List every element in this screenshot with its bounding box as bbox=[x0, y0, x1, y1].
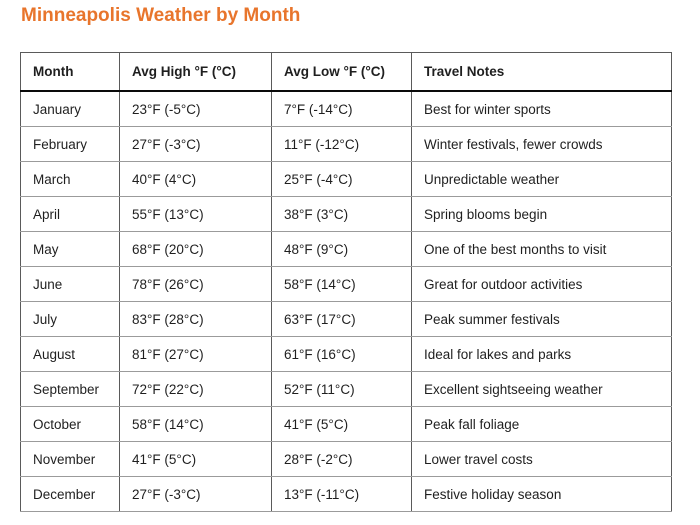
cell-travel-notes: Excellent sightseeing weather bbox=[411, 371, 672, 407]
cell-month: October bbox=[20, 406, 120, 442]
cell-avg-high: 41°F (5°C) bbox=[119, 441, 272, 477]
cell-travel-notes: Peak fall foliage bbox=[411, 406, 672, 442]
cell-avg-high: 72°F (22°C) bbox=[119, 371, 272, 407]
cell-avg-low: 25°F (-4°C) bbox=[271, 161, 412, 197]
cell-travel-notes: Ideal for lakes and parks bbox=[411, 336, 672, 372]
cell-travel-notes: Peak summer festivals bbox=[411, 301, 672, 337]
cell-travel-notes: One of the best months to visit bbox=[411, 231, 672, 267]
table-row: December 27°F (-3°C) 13°F (-11°C) Festiv… bbox=[20, 476, 672, 512]
cell-travel-notes: Great for outdoor activities bbox=[411, 266, 672, 302]
cell-month: September bbox=[20, 371, 120, 407]
cell-avg-high: 78°F (26°C) bbox=[119, 266, 272, 302]
page-title: Minneapolis Weather by Month bbox=[21, 5, 301, 26]
cell-avg-low: 61°F (16°C) bbox=[271, 336, 412, 372]
table-row: March 40°F (4°C) 25°F (-4°C) Unpredictab… bbox=[20, 161, 672, 197]
weather-table: Month Avg High °F (°C) Avg Low °F (°C) T… bbox=[20, 52, 672, 512]
cell-avg-low: 63°F (17°C) bbox=[271, 301, 412, 337]
cell-avg-low: 28°F (-2°C) bbox=[271, 441, 412, 477]
cell-month: December bbox=[20, 476, 120, 512]
cell-avg-high: 55°F (13°C) bbox=[119, 196, 272, 232]
column-header-travel-notes: Travel Notes bbox=[411, 52, 672, 92]
cell-month: November bbox=[20, 441, 120, 477]
cell-avg-low: 38°F (3°C) bbox=[271, 196, 412, 232]
table-row: September 72°F (22°C) 52°F (11°C) Excell… bbox=[20, 371, 672, 407]
cell-avg-high: 23°F (-5°C) bbox=[119, 90, 272, 127]
cell-month: April bbox=[20, 196, 120, 232]
cell-avg-high: 68°F (20°C) bbox=[119, 231, 272, 267]
table-row: August 81°F (27°C) 61°F (16°C) Ideal for… bbox=[20, 336, 672, 372]
table-row: May 68°F (20°C) 48°F (9°C) One of the be… bbox=[20, 231, 672, 267]
cell-travel-notes: Unpredictable weather bbox=[411, 161, 672, 197]
column-header-avg-high: Avg High °F (°C) bbox=[119, 52, 272, 92]
cell-avg-high: 81°F (27°C) bbox=[119, 336, 272, 372]
cell-avg-low: 7°F (-14°C) bbox=[271, 90, 412, 127]
cell-avg-high: 27°F (-3°C) bbox=[119, 476, 272, 512]
column-header-month: Month bbox=[20, 52, 120, 92]
cell-month: May bbox=[20, 231, 120, 267]
cell-month: August bbox=[20, 336, 120, 372]
cell-travel-notes: Winter festivals, fewer crowds bbox=[411, 126, 672, 162]
cell-travel-notes: Lower travel costs bbox=[411, 441, 672, 477]
table-header-row: Month Avg High °F (°C) Avg Low °F (°C) T… bbox=[20, 52, 672, 92]
cell-avg-high: 58°F (14°C) bbox=[119, 406, 272, 442]
cell-travel-notes: Festive holiday season bbox=[411, 476, 672, 512]
cell-avg-low: 48°F (9°C) bbox=[271, 231, 412, 267]
cell-avg-high: 40°F (4°C) bbox=[119, 161, 272, 197]
column-header-avg-low: Avg Low °F (°C) bbox=[271, 52, 412, 92]
table-row: February 27°F (-3°C) 11°F (-12°C) Winter… bbox=[20, 126, 672, 162]
cell-avg-low: 41°F (5°C) bbox=[271, 406, 412, 442]
table-row: April 55°F (13°C) 38°F (3°C) Spring bloo… bbox=[20, 196, 672, 232]
table-row: October 58°F (14°C) 41°F (5°C) Peak fall… bbox=[20, 406, 672, 442]
cell-month: July bbox=[20, 301, 120, 337]
cell-travel-notes: Best for winter sports bbox=[411, 90, 672, 127]
cell-month: March bbox=[20, 161, 120, 197]
table-row: July 83°F (28°C) 63°F (17°C) Peak summer… bbox=[20, 301, 672, 337]
cell-month: June bbox=[20, 266, 120, 302]
cell-travel-notes: Spring blooms begin bbox=[411, 196, 672, 232]
cell-avg-high: 83°F (28°C) bbox=[119, 301, 272, 337]
cell-avg-low: 58°F (14°C) bbox=[271, 266, 412, 302]
table-row: June 78°F (26°C) 58°F (14°C) Great for o… bbox=[20, 266, 672, 302]
table-row: November 41°F (5°C) 28°F (-2°C) Lower tr… bbox=[20, 441, 672, 477]
cell-month: January bbox=[20, 90, 120, 127]
cell-avg-low: 52°F (11°C) bbox=[271, 371, 412, 407]
cell-avg-high: 27°F (-3°C) bbox=[119, 126, 272, 162]
table-row: January 23°F (-5°C) 7°F (-14°C) Best for… bbox=[20, 90, 672, 127]
cell-avg-low: 13°F (-11°C) bbox=[271, 476, 412, 512]
cell-month: February bbox=[20, 126, 120, 162]
cell-avg-low: 11°F (-12°C) bbox=[271, 126, 412, 162]
